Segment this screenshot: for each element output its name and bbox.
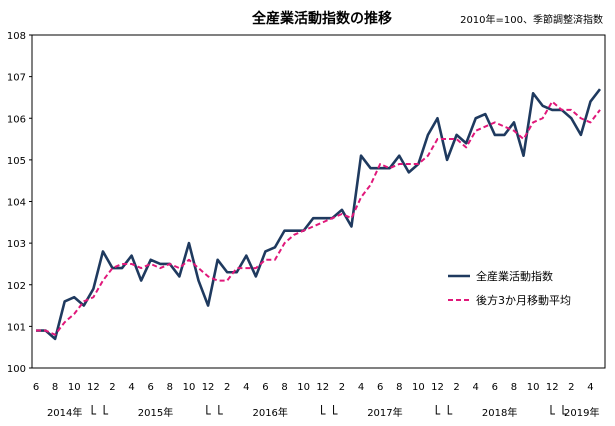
x-tick-label: 8 — [396, 382, 402, 393]
year-label: 2015年 — [138, 406, 173, 419]
x-tick-label: 2 — [568, 382, 574, 393]
x-tick-label: 10 — [297, 382, 310, 393]
x-tick-label: 10 — [183, 382, 196, 393]
x-tick-label: 2 — [224, 382, 230, 393]
year-label: 2019年 — [564, 406, 599, 419]
year-divider-mark — [218, 405, 223, 415]
x-tick-label: 8 — [52, 382, 58, 393]
x-tick-label: 12 — [87, 382, 100, 393]
year-divider-mark — [550, 405, 555, 415]
y-tick-label: 100 — [7, 364, 26, 375]
legend-label: 後方3か月移動平均 — [476, 293, 571, 307]
y-tick-label: 105 — [7, 156, 26, 167]
year-divider-mark — [103, 405, 109, 415]
moving-average-line — [36, 100, 601, 336]
x-tick-label: 12 — [202, 382, 215, 393]
x-tick-label: 4 — [587, 382, 593, 393]
year-divider-mark — [321, 405, 326, 415]
y-tick-label: 108 — [7, 31, 26, 42]
series-layer — [36, 88, 602, 341]
legend-label: 全産業活動指数 — [476, 269, 553, 283]
x-tick-label: 6 — [262, 382, 268, 393]
year-label: 2014年 — [47, 406, 82, 419]
year-label: 2018年 — [482, 406, 517, 419]
year-divider-mark — [91, 405, 97, 415]
x-tick-label: 4 — [243, 382, 249, 393]
x-tick-label: 8 — [281, 382, 287, 393]
x-tick-label: 4 — [473, 382, 479, 393]
y-tick-label: 106 — [7, 114, 26, 125]
x-tick-label: 6 — [148, 382, 154, 393]
x-tick-label: 10 — [68, 382, 81, 393]
chart-title: 全産業活動指数の推移 — [251, 10, 392, 27]
y-tick-label: 107 — [7, 73, 26, 84]
x-tick-label: 2 — [453, 382, 459, 393]
activity-index-line — [36, 88, 602, 341]
x-tick-label: 6 — [377, 382, 383, 393]
y-tick-label: 104 — [7, 198, 26, 209]
chart-note: 2010年=100、季節調整済指数 — [460, 13, 603, 26]
year-divider-mark — [333, 405, 338, 415]
x-tick-label: 2 — [109, 382, 115, 393]
x-axis: 6 8 10 12 2 4 6 8 10 12 2 4 6 8 10 12 2 4 6 8 10 12 2 4 6 8 10 12 2 4… — [33, 382, 600, 419]
year-divider-mark — [447, 405, 453, 415]
year-divider-mark — [206, 405, 211, 415]
y-tick-label: 101 — [7, 322, 26, 333]
x-tick-label: 12 — [431, 382, 444, 393]
y-tick-label: 102 — [7, 281, 26, 292]
year-divider-mark — [435, 405, 441, 415]
x-tick-label: 10 — [412, 382, 425, 393]
x-tick-label: 8 — [511, 382, 517, 393]
x-tick-label: 12 — [316, 382, 329, 393]
x-tick-label: 8 — [167, 382, 173, 393]
x-tick-label: 6 — [492, 382, 498, 393]
y-tick-label: 103 — [7, 239, 26, 250]
year-divider-mark — [562, 405, 567, 415]
y-axis: 100 101 102 103 104 105 106 107 108 — [7, 31, 32, 375]
year-label: 2016年 — [252, 406, 287, 419]
x-tick-label: 2 — [339, 382, 345, 393]
x-tick-label: 4 — [358, 382, 364, 393]
year-label: 2017年 — [367, 406, 402, 419]
x-tick-label: 6 — [33, 382, 39, 393]
x-tick-label: 4 — [128, 382, 134, 393]
x-tick-label: 12 — [546, 382, 559, 393]
plot-area — [31, 34, 606, 369]
x-tick-label: 10 — [527, 382, 540, 393]
